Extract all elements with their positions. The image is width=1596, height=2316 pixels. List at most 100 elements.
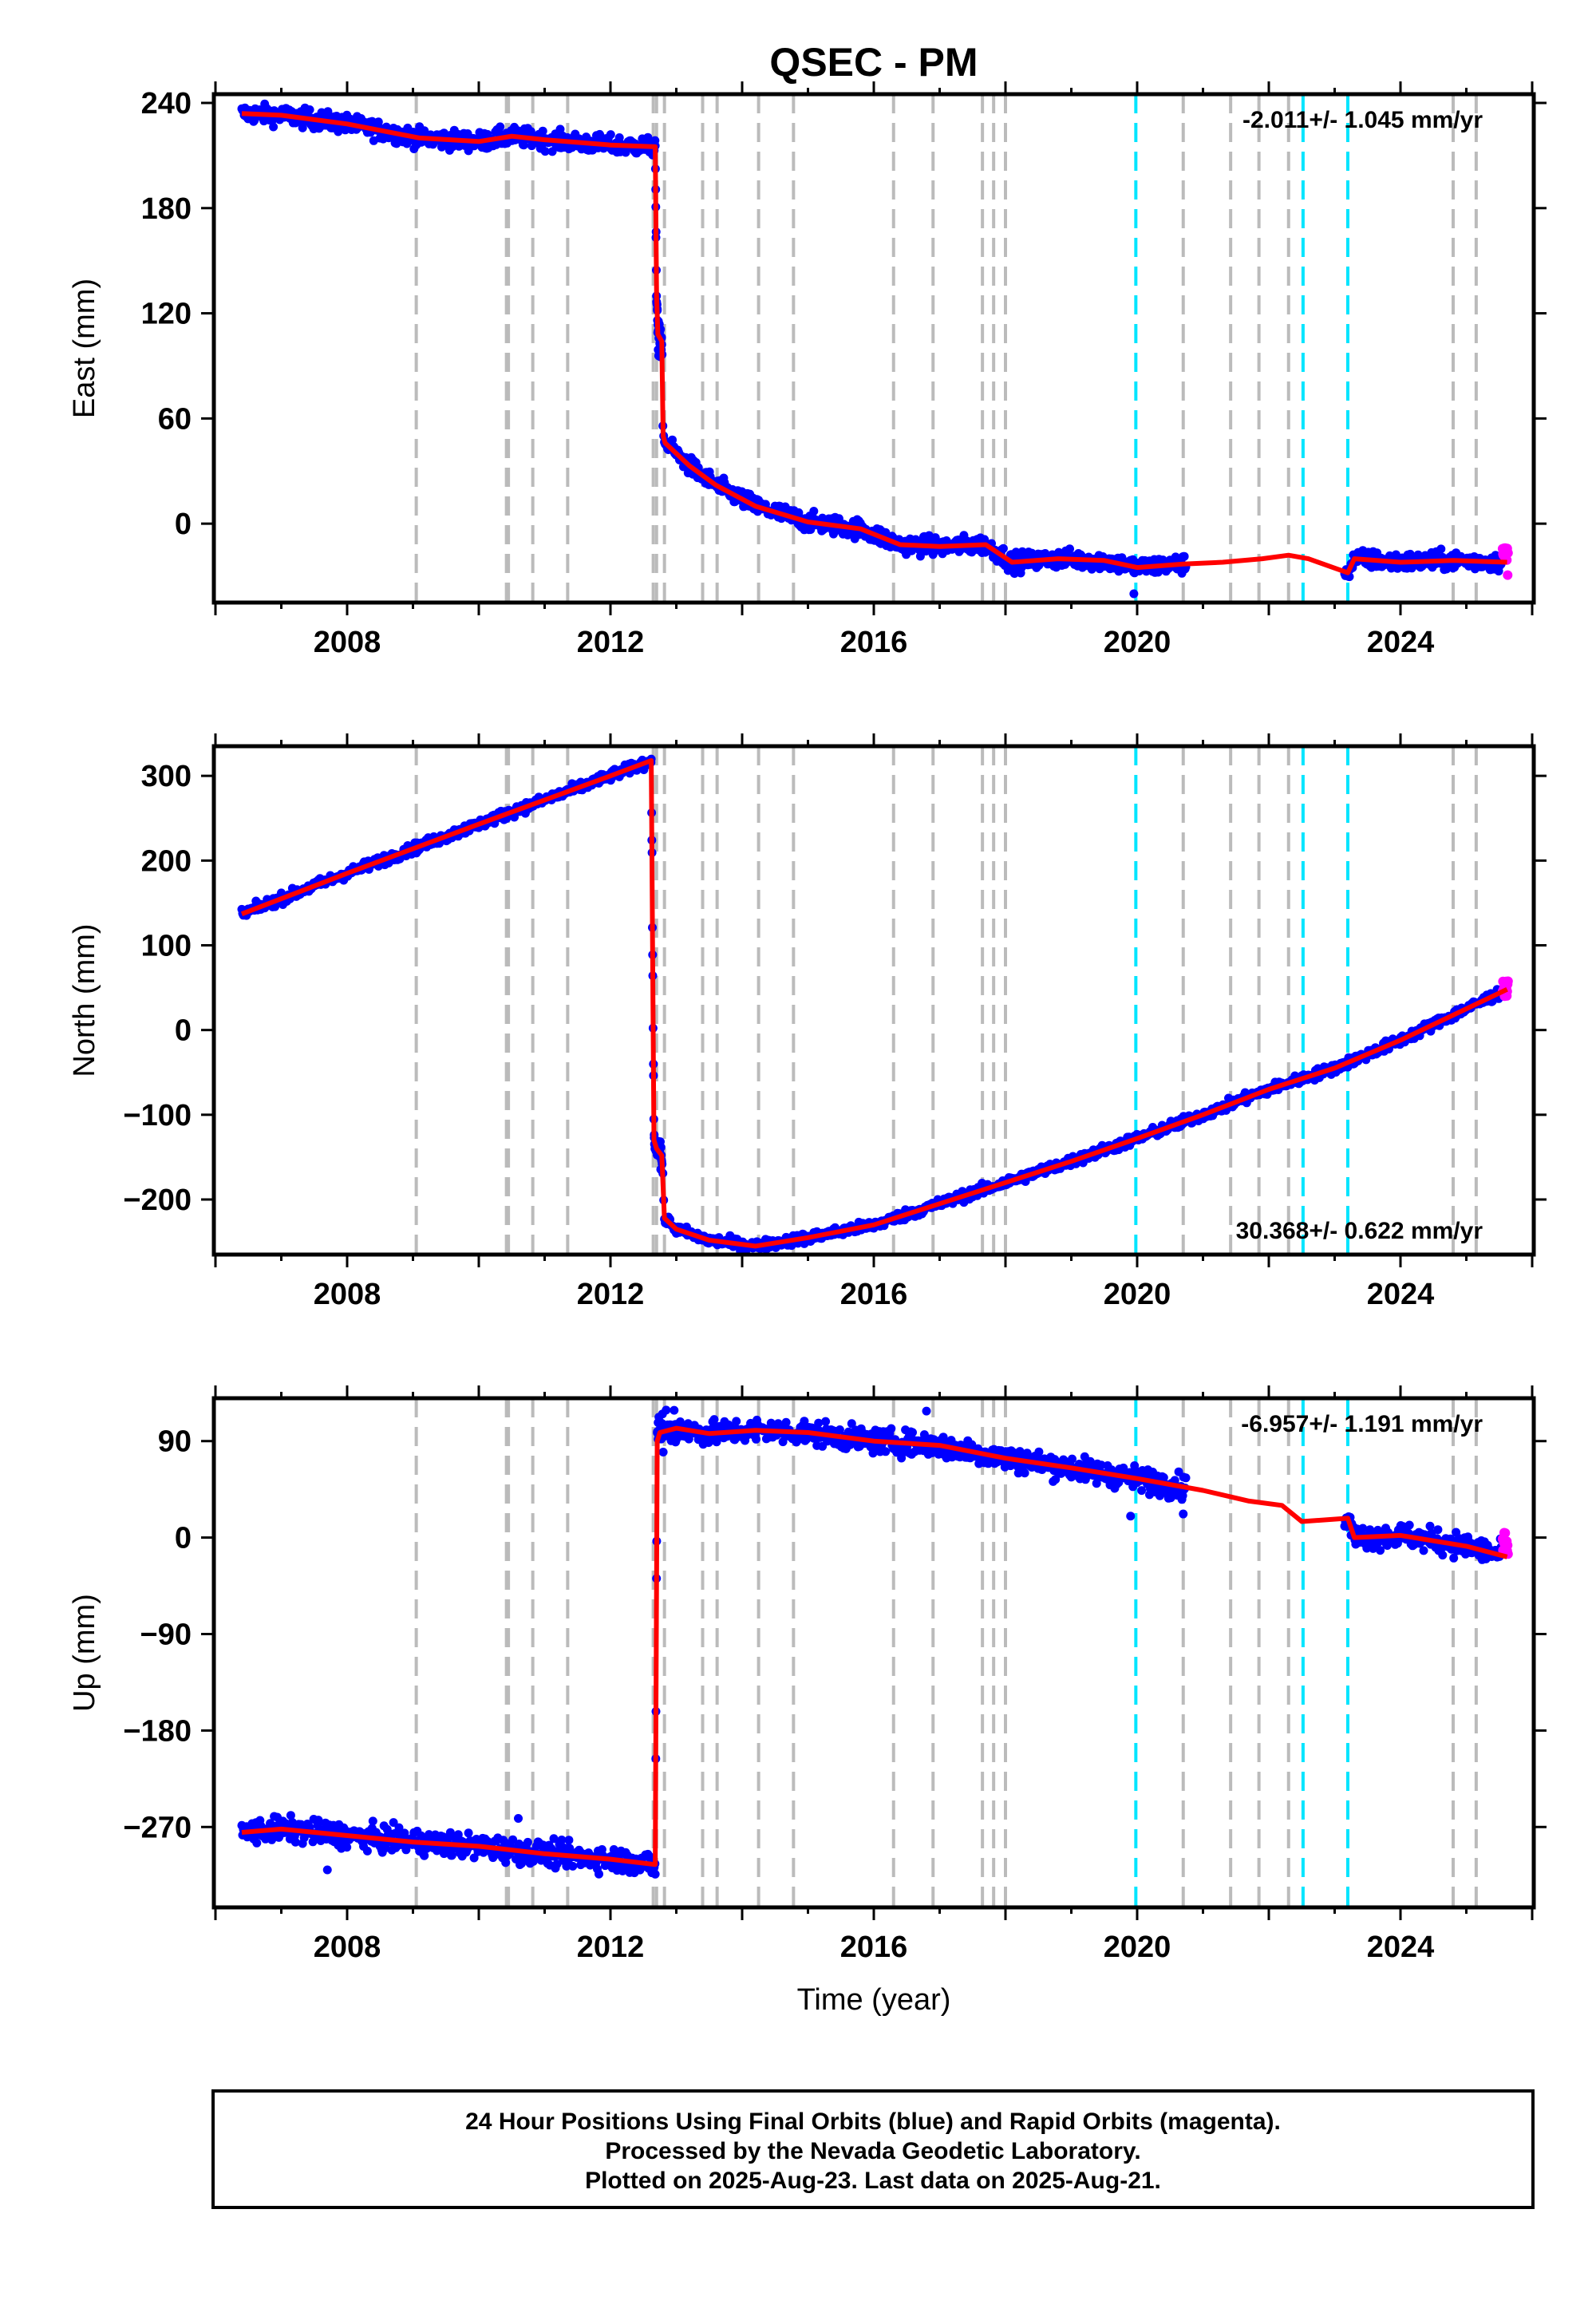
final-orbit-point	[1438, 1551, 1448, 1560]
final-orbit-point	[671, 1437, 681, 1447]
final-orbit-point	[781, 1417, 791, 1427]
final-orbit-point	[668, 435, 677, 445]
final-orbit-point	[847, 1419, 856, 1429]
final-orbit-point	[420, 1851, 429, 1860]
x-tick-label: 2020	[1104, 1931, 1171, 1964]
y-axis-label: North (mm)	[68, 923, 101, 1077]
final-orbit-point	[658, 1448, 668, 1456]
model-line	[240, 758, 1508, 1249]
x-axis-label: Time (year)	[797, 1983, 951, 2017]
panel-1: 2008 2012 2016 2020 20243002001000−100−200No…	[68, 733, 1547, 1311]
x-tick-label: 2020	[1104, 1278, 1171, 1311]
final-orbit-point	[549, 1834, 559, 1844]
y-tick-label: 300	[141, 760, 192, 793]
footer-line-1: 24 Hour Positions Using Final Orbits (bl…	[465, 2109, 1281, 2135]
rate-label: 30.368+/- 0.622 mm/yr	[1236, 1218, 1483, 1244]
final-orbit-points	[237, 99, 1507, 599]
x-tick-label: 2008	[314, 1278, 381, 1311]
final-orbit-point	[314, 1816, 323, 1825]
final-orbit-point	[540, 147, 550, 156]
final-orbit-point	[564, 1836, 574, 1845]
rapid-orbit-point	[1503, 976, 1513, 986]
rate-label: -2.011+/- 1.045 mm/yr	[1242, 107, 1483, 133]
x-tick-label: 2012	[577, 1278, 645, 1311]
x-tick-label: 2008	[314, 1931, 381, 1964]
final-orbit-point	[657, 1418, 666, 1428]
final-orbit-point	[508, 1835, 518, 1844]
final-orbit-point	[800, 1417, 809, 1426]
final-orbit-point	[1065, 544, 1074, 554]
y-tick-label: −200	[123, 1184, 192, 1217]
final-orbit-point	[1419, 1546, 1428, 1555]
rate-label: -6.957+/- 1.191 mm/yr	[1241, 1411, 1483, 1437]
final-orbit-point	[1020, 1468, 1029, 1478]
final-orbit-point	[342, 1843, 352, 1852]
plot-area	[237, 1398, 1513, 1907]
x-tick-label: 2024	[1367, 626, 1435, 659]
final-orbit-point	[1034, 1447, 1044, 1456]
final-orbit-point	[814, 1418, 824, 1428]
final-orbit-point	[794, 508, 804, 517]
rapid-orbit-points	[1497, 1528, 1513, 1559]
footer-line-3: Plotted on 2025-Aug-23. Last data on 202…	[585, 2168, 1161, 2194]
final-orbit-point	[809, 507, 819, 516]
final-orbit-point	[1358, 1524, 1368, 1533]
footer-box: 24 Hour Positions Using Final Orbits (bl…	[211, 2089, 1535, 2209]
final-orbit-point	[1068, 1454, 1077, 1464]
final-orbit-point	[1022, 1448, 1032, 1458]
y-tick-label: −100	[123, 1099, 192, 1132]
final-orbit-point	[662, 1405, 671, 1415]
final-orbit-point	[1376, 1546, 1385, 1555]
rapid-orbit-point	[1503, 1540, 1513, 1551]
final-orbit-point	[464, 1828, 473, 1838]
final-orbit-point	[269, 122, 279, 132]
final-orbit-point	[1449, 1553, 1459, 1563]
final-orbit-point	[538, 126, 547, 136]
final-orbit-point	[752, 1434, 760, 1444]
model-line	[241, 111, 1507, 575]
final-orbit-point	[298, 123, 307, 132]
final-orbit-point	[595, 1869, 603, 1879]
final-orbit-point	[1129, 589, 1139, 599]
y-tick-label: 0	[175, 1522, 192, 1555]
final-orbit-point	[496, 122, 505, 132]
final-orbit-point	[514, 1814, 523, 1824]
final-orbit-point	[606, 130, 615, 140]
final-orbit-point	[526, 127, 535, 136]
final-orbit-point	[252, 1838, 262, 1848]
x-tick-label: 2016	[840, 1931, 908, 1964]
rapid-orbit-point	[1503, 547, 1513, 558]
model-line	[241, 1425, 1508, 1867]
panel-frame	[211, 744, 1536, 1257]
y-tick-label: −90	[140, 1618, 192, 1651]
rapid-orbit-point	[1500, 1528, 1511, 1538]
y-axis-label: Up (mm)	[68, 1594, 101, 1712]
final-orbit-point	[650, 1869, 660, 1879]
x-tick-label: 2012	[577, 626, 645, 659]
final-orbit-point	[1179, 551, 1189, 561]
x-tick-label: 2020	[1104, 626, 1171, 659]
final-orbit-points	[237, 754, 1507, 1255]
rapid-orbit-points	[1497, 543, 1513, 580]
final-orbit-point	[286, 1811, 295, 1820]
final-orbit-point	[1051, 1475, 1061, 1484]
final-orbit-point	[1179, 1509, 1188, 1519]
final-orbit-point	[290, 1837, 300, 1847]
final-orbit-point	[908, 1428, 917, 1437]
footer-line-2: Processed by the Nevada Geodetic Laborat…	[605, 2138, 1141, 2164]
y-tick-label: 100	[141, 929, 192, 962]
final-orbit-point	[557, 1836, 567, 1844]
y-tick-label: 200	[141, 844, 192, 878]
plot-area	[237, 746, 1513, 1255]
final-orbit-point	[523, 1837, 532, 1847]
plot-area	[237, 94, 1513, 603]
final-orbit-point	[922, 1406, 931, 1416]
final-orbit-point	[323, 107, 333, 117]
final-orbit-point	[1009, 569, 1019, 579]
final-orbit-point	[1126, 1512, 1136, 1521]
x-tick-label: 2008	[314, 626, 381, 659]
final-orbit-point	[501, 1858, 511, 1867]
